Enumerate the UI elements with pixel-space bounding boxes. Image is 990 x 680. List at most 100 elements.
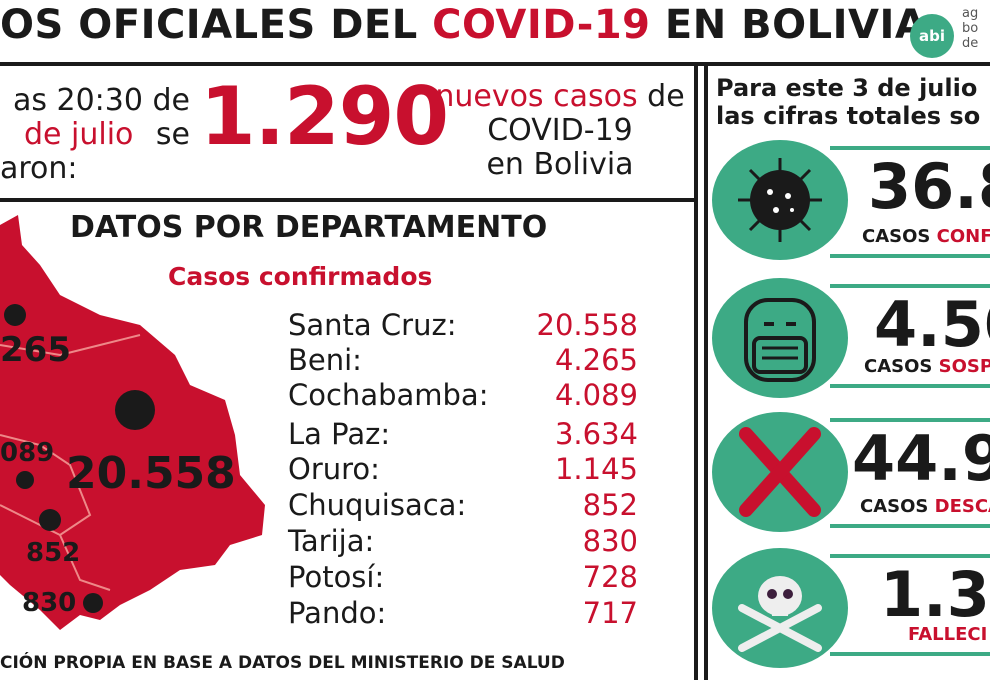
department-name: Tarija:	[288, 524, 375, 558]
department-row: Santa Cruz: 20.558	[288, 308, 638, 344]
map-label-santa-cruz: 20.558	[66, 448, 236, 499]
new-cases-label-bolivia: en Bolivia	[486, 147, 634, 182]
department-row: Pando: 717	[288, 596, 638, 632]
new-cases-label-de: de	[637, 79, 685, 114]
department-name: Cochabamba:	[288, 378, 489, 412]
confirmed-total: 36.8	[868, 150, 990, 223]
department-name: Potosí:	[288, 560, 385, 594]
suspected-label: CASOS SOSP	[864, 356, 990, 377]
department-row: Beni: 4.265	[288, 343, 638, 379]
department-value: 4.089	[554, 378, 638, 412]
mask-icon	[744, 298, 816, 382]
label-prefix: CASOS	[860, 496, 935, 517]
totals-heading-line-2: las cifras totales so	[716, 102, 981, 130]
map-label-cochabamba: 089	[0, 438, 55, 468]
department-name: Oruro:	[288, 452, 380, 486]
intro-date: de julio	[24, 117, 134, 152]
suspected-circle	[712, 278, 848, 398]
department-row: Cochabamba: 4.089	[288, 378, 638, 414]
green-rule	[830, 384, 990, 388]
departments-subtitle: Casos confirmados	[168, 262, 433, 291]
department-value: 4.265	[554, 343, 638, 377]
deaths-label: FALLECI	[908, 624, 987, 645]
x-mark-icon	[739, 427, 821, 517]
intro-line-2: de julio se	[0, 118, 190, 152]
new-cases-value: 1.290	[200, 70, 449, 163]
logo-text-line-2: bo	[962, 21, 979, 36]
department-row: Chuquisaca: 852	[288, 488, 638, 524]
discarded-total: 44.9	[852, 422, 990, 495]
department-value: 1.145	[554, 452, 638, 486]
virus-icon	[4, 304, 26, 326]
new-cases-label-covid: COVID-19	[487, 113, 633, 148]
map-border	[0, 334, 141, 357]
intro-line-3: aron:	[0, 151, 78, 186]
department-name: Santa Cruz:	[288, 308, 457, 342]
map-label-tarija: 830	[22, 588, 77, 618]
top-divider	[0, 62, 990, 66]
vertical-divider-2	[704, 66, 708, 680]
department-value: 3.634	[554, 417, 638, 451]
map-virus-icons	[4, 304, 155, 613]
department-value: 830	[582, 524, 638, 558]
logo-text-line-3: de	[962, 36, 979, 51]
virus-icon	[83, 593, 103, 613]
title-part-3: EN BOLIVIA	[650, 2, 927, 48]
intro-line-1: as 20:30 de	[12, 83, 190, 118]
logo-text-line-1: ag	[962, 6, 979, 21]
confirmed-label: CASOS CONF	[862, 226, 990, 247]
green-rule	[830, 146, 990, 150]
label-suffix: FALLECI	[908, 624, 988, 645]
department-name: La Paz:	[288, 417, 391, 451]
logo-text: ag bo de	[962, 6, 990, 51]
department-value: 717	[582, 596, 638, 630]
title-part-1: OS OFICIALES DEL	[0, 2, 433, 48]
source-footer: CIÓN PROPIA EN BASE A DATOS DEL MINISTER…	[0, 653, 565, 673]
department-name: Chuquisaca:	[288, 488, 467, 522]
confirmed-circle	[712, 140, 848, 260]
page-title: OS OFICIALES DEL COVID-19 EN BOLIVIA	[0, 2, 926, 52]
skull-icon	[738, 576, 822, 652]
green-rule	[830, 652, 990, 656]
intro-se: se	[155, 117, 190, 152]
vertical-divider-1	[694, 66, 698, 680]
green-rule	[830, 554, 990, 558]
discarded-circle	[712, 412, 848, 532]
virus-icon	[115, 390, 155, 430]
department-value: 20.558	[536, 308, 638, 342]
label-prefix: CASOS	[862, 226, 937, 247]
label-prefix: CASOS	[864, 356, 939, 377]
map-border	[59, 534, 111, 591]
map-label-chuquisaca: 852	[26, 538, 81, 568]
deaths-circle	[712, 548, 848, 668]
new-cases-label: nuevos casos de COVID-19 en Bolivia	[430, 80, 690, 182]
green-rule	[830, 524, 990, 528]
department-row: Oruro: 1.145	[288, 452, 638, 488]
green-rule	[830, 418, 990, 422]
virus-icon	[39, 509, 61, 531]
department-value: 728	[582, 560, 638, 594]
map-border	[0, 434, 92, 537]
virus-icon	[16, 471, 34, 489]
green-rule	[830, 284, 990, 288]
virus-icon	[738, 158, 822, 242]
new-cases-label-red: nuevos casos	[435, 79, 638, 114]
deaths-total: 1.32	[880, 558, 990, 631]
suspected-total: 4.50	[874, 288, 990, 361]
label-suffix: DESCA	[934, 496, 990, 517]
middle-divider	[0, 198, 694, 202]
totals-heading-line-1: Para este 3 de julio	[716, 74, 978, 102]
green-rule	[830, 254, 990, 258]
department-row: Tarija: 830	[288, 524, 638, 560]
title-part-2: COVID-19	[432, 2, 651, 48]
label-suffix: CONF	[936, 226, 990, 247]
label-suffix: SOSP	[938, 356, 990, 377]
abi-logo: abi	[910, 14, 954, 58]
department-name: Beni:	[288, 343, 362, 377]
departments-title: DATOS POR DEPARTAMENTO	[70, 210, 548, 245]
department-row: Potosí: 728	[288, 560, 638, 596]
department-name: Pando:	[288, 596, 387, 630]
department-value: 852	[582, 488, 638, 522]
map-label-beni: 265	[0, 330, 71, 370]
totals-heading: Para este 3 de julio las cifras totales …	[716, 74, 990, 130]
